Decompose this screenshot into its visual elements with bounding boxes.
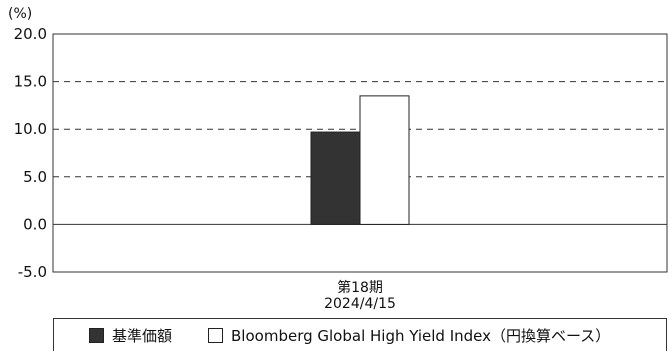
y-tick-label: 0.0 — [23, 215, 47, 233]
legend-swatch-fund — [89, 327, 104, 343]
y-tick-label: -5.0 — [18, 263, 47, 281]
legend-swatch-benchmark — [208, 327, 224, 343]
legend-label-fund: 基準価額 — [112, 326, 173, 345]
x-category-label: 第18期 — [337, 279, 383, 296]
legend-item-fund: 基準価額 — [89, 325, 172, 346]
bar-fund — [310, 131, 361, 225]
plot-frame — [52, 33, 668, 273]
bars — [310, 95, 410, 225]
y-tick-label: 20.0 — [14, 25, 47, 43]
legend-label-benchmark: Bloomberg Global High Yield Index（円換算ベース… — [231, 326, 611, 345]
y-axis-unit-label: (%) — [8, 6, 32, 22]
bar-benchmark — [359, 95, 410, 225]
y-tick-label: 15.0 — [14, 73, 47, 91]
legend-item-benchmark: Bloomberg Global High Yield Index（円換算ベース… — [208, 325, 610, 346]
legend: 基準価額 Bloomberg Global High Yield Index（円… — [53, 318, 667, 351]
y-tick-label: 5.0 — [23, 168, 47, 186]
y-tick-label: 10.0 — [14, 120, 47, 138]
y-axis-ticks: 20.0 15.0 10.0 5.0 0.0 -5.0 — [14, 25, 47, 281]
x-category-label: 2024/4/15 — [324, 296, 396, 312]
